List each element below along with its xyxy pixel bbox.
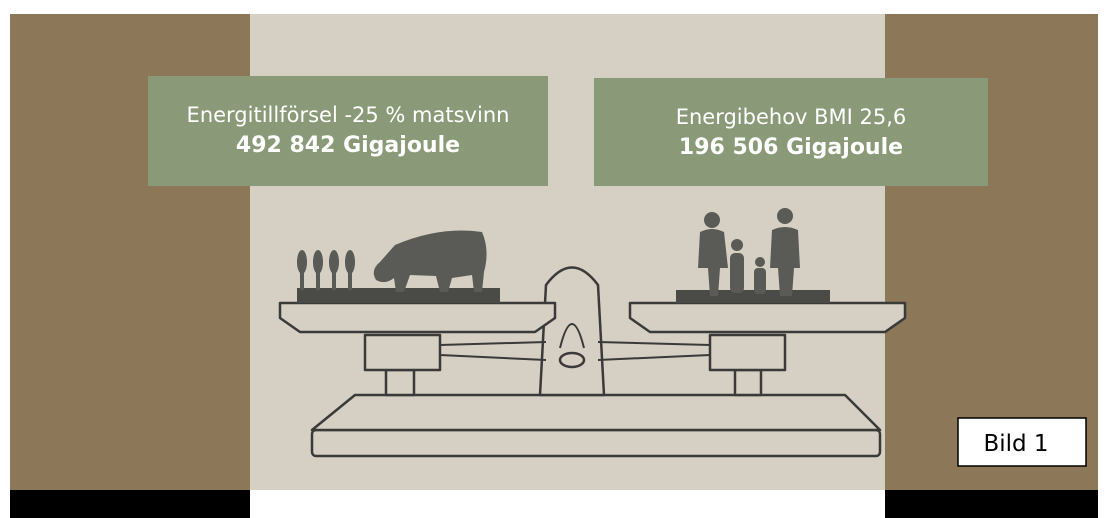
slide: Energitillförsel -25 % matsvinn 492 842 … [0, 0, 1105, 518]
supply-box [148, 76, 548, 186]
demand-title: Energibehov BMI 25,6 [676, 105, 907, 129]
left-bar [10, 490, 250, 518]
demand-box [594, 78, 988, 186]
demand-value: 196 506 Gigajoule [679, 135, 903, 160]
right-bar [885, 490, 1098, 518]
supply-value: 492 842 Gigajoule [236, 133, 460, 158]
label-text: Bild 1 [983, 431, 1048, 457]
supply-title: Energitillförsel -25 % matsvinn [187, 103, 510, 127]
page: Energitillförsel -25 % matsvinn 492 842 … [0, 0, 1105, 518]
